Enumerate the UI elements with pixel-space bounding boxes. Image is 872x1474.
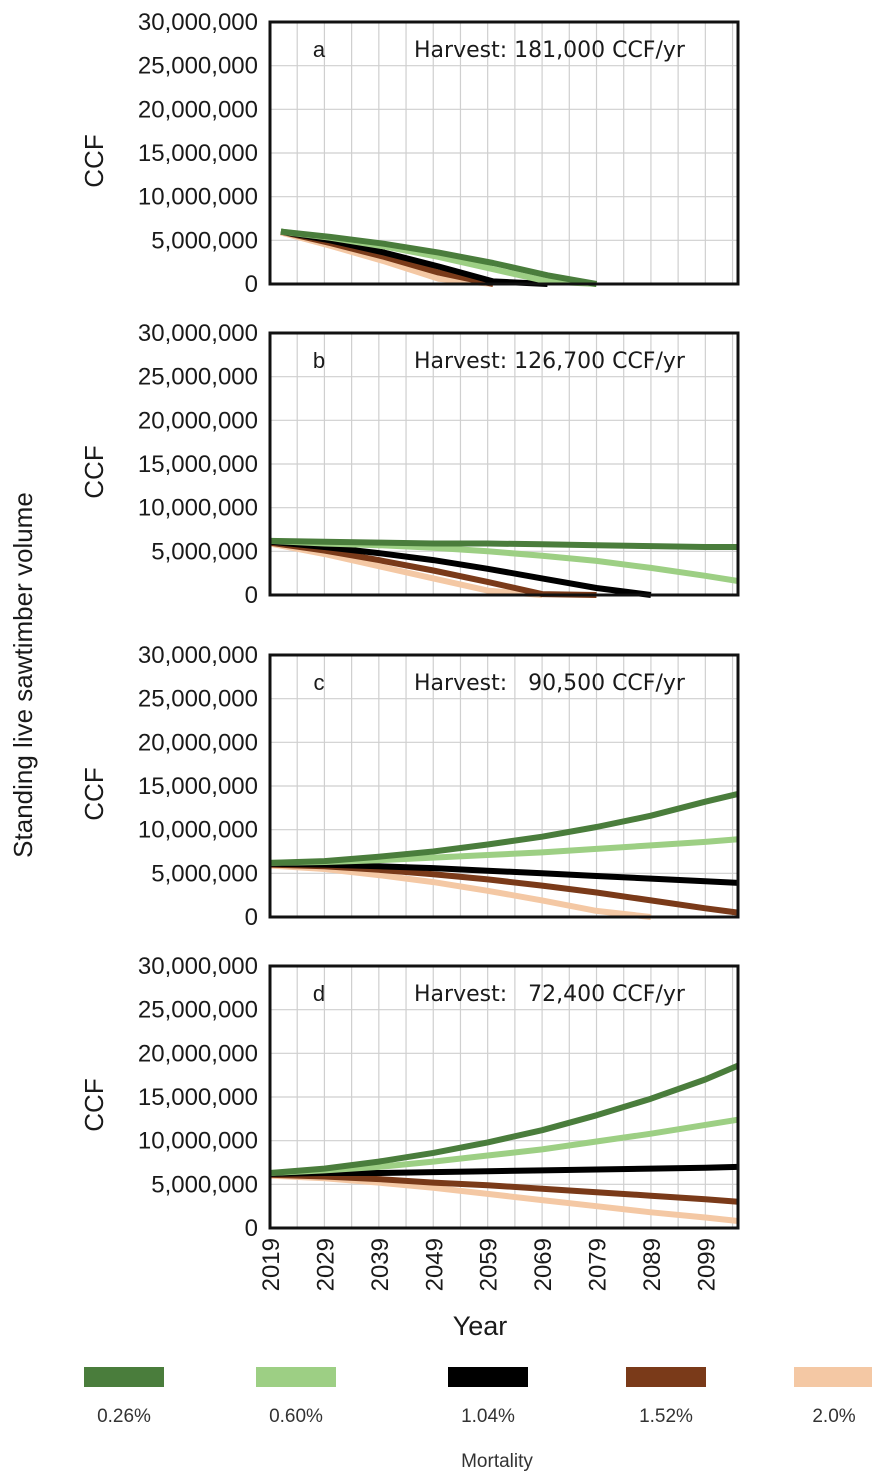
y-tick-label: 30,000,000 [138, 320, 258, 347]
chart-panel-c: 0 5,000,000 10,000,000 15,000,000 20,000,000… [79, 642, 740, 931]
y-tick-label: 20,000,000 [138, 1040, 258, 1067]
y-tick-label: 20,000,000 [138, 407, 258, 434]
panel-letter: a [313, 37, 326, 62]
plot-frame [268, 331, 740, 597]
series-line-1-04pct [269, 538, 652, 598]
y-tick-label: 5,000,000 [151, 538, 258, 565]
panel-letter: d [313, 981, 325, 1006]
y-tick-label: 20,000,000 [138, 729, 258, 756]
y-tick-label: 30,000,000 [138, 9, 258, 36]
series-line-2-0pct [269, 540, 543, 598]
y-tick-label: 0 [245, 904, 258, 931]
legend-label: 2.0% [812, 1406, 855, 1427]
plot-frame [268, 964, 740, 1230]
y-tick-label: 30,000,000 [138, 953, 258, 980]
legend-label: 1.04% [461, 1406, 515, 1427]
y-tick-label: 25,000,000 [138, 997, 258, 1024]
chart-panels: 0 5,000,000 10,000,000 15,000,000 20,000,000… [79, 9, 740, 1291]
legend-swatch-2 [448, 1367, 528, 1387]
legend-swatch-4 [794, 1367, 872, 1387]
y-axis-title: Standing live sawtimber volume [8, 492, 38, 858]
x-tick-label: 2049 [421, 1238, 448, 1291]
legend-label: 0.60% [269, 1406, 323, 1427]
x-tick-label: 2069 [530, 1238, 557, 1291]
panel-letter: c [314, 670, 325, 695]
y-tick-label: 15,000,000 [138, 1084, 258, 1111]
y-axis-label: CCF [79, 1078, 109, 1131]
plot-frame [268, 653, 740, 919]
panel-letter: b [313, 348, 325, 373]
x-tick-label: 2089 [639, 1238, 666, 1291]
series-line-1-52pct [269, 1171, 739, 1205]
y-tick-label: 0 [245, 271, 258, 298]
harvest-annotation: Harvest: 90,500 CCF/yr [414, 671, 686, 696]
x-tick-label: 2029 [312, 1238, 339, 1291]
series-line-0-26pct [269, 1062, 740, 1176]
y-axis-label: CCF [79, 134, 109, 187]
y-tick-label: 5,000,000 [151, 1171, 258, 1198]
harvest-annotation: Harvest: 181,000 CCF/yr [414, 38, 686, 63]
x-tick-label: 2039 [367, 1238, 394, 1291]
legend: 0.26% 0.60% 1.04% 1.52% 2.0% [84, 1367, 872, 1427]
series-line-0-26pct [269, 537, 738, 550]
x-tick-label: 2079 [585, 1238, 612, 1291]
legend-swatch-3 [626, 1367, 706, 1387]
y-tick-label: 10,000,000 [138, 1128, 258, 1155]
legend-title: Mortality [461, 1451, 533, 1472]
y-tick-label: 20,000,000 [138, 96, 258, 123]
x-tick-label: 2019 [258, 1238, 285, 1291]
y-tick-label: 15,000,000 [138, 451, 258, 478]
y-tick-label: 0 [245, 582, 258, 609]
chart-panel-a: 0 5,000,000 10,000,000 15,000,000 20,000,000… [79, 9, 740, 298]
x-tick-label: 2099 [693, 1238, 720, 1291]
x-tick-label: 2059 [476, 1238, 503, 1291]
series-line-2-0pct [269, 862, 652, 920]
series-line-1-04pct [269, 860, 739, 886]
y-axis-label: CCF [79, 445, 109, 498]
y-tick-label: 5,000,000 [151, 860, 258, 887]
legend-label: 1.52% [639, 1406, 693, 1427]
legend-swatch-1 [256, 1367, 336, 1387]
y-axis-label: CCF [79, 767, 109, 820]
y-tick-label: 5,000,000 [151, 227, 258, 254]
legend-swatch-0 [84, 1367, 164, 1387]
harvest-annotation: Harvest: 126,700 CCF/yr [414, 349, 686, 374]
y-tick-label: 25,000,000 [138, 364, 258, 391]
x-axis-title: Year [453, 1311, 508, 1341]
y-tick-label: 10,000,000 [138, 495, 258, 522]
series-line-0-26pct [269, 790, 739, 866]
y-tick-label: 0 [245, 1215, 258, 1242]
y-tick-label: 15,000,000 [138, 140, 258, 167]
series-line-0-26pct [280, 228, 598, 287]
series-line-0-60pct [269, 1116, 739, 1176]
chart-panel-b: 0 5,000,000 10,000,000 15,000,000 20,000,000… [79, 320, 740, 609]
harvest-annotation: Harvest: 72,400 CCF/yr [414, 982, 686, 1007]
series-line-1-04pct [269, 1163, 739, 1177]
y-tick-label: 25,000,000 [138, 686, 258, 713]
plot-frame [268, 20, 740, 286]
y-tick-label: 25,000,000 [138, 53, 258, 80]
chart-panel-d: 0 5,000,000 10,000,000 15,000,000 20,000,000… [79, 953, 740, 1291]
y-tick-label: 15,000,000 [138, 773, 258, 800]
y-tick-label: 10,000,000 [138, 817, 258, 844]
y-tick-label: 10,000,000 [138, 184, 258, 211]
legend-label: 0.26% [97, 1406, 151, 1427]
y-tick-label: 30,000,000 [138, 642, 258, 669]
